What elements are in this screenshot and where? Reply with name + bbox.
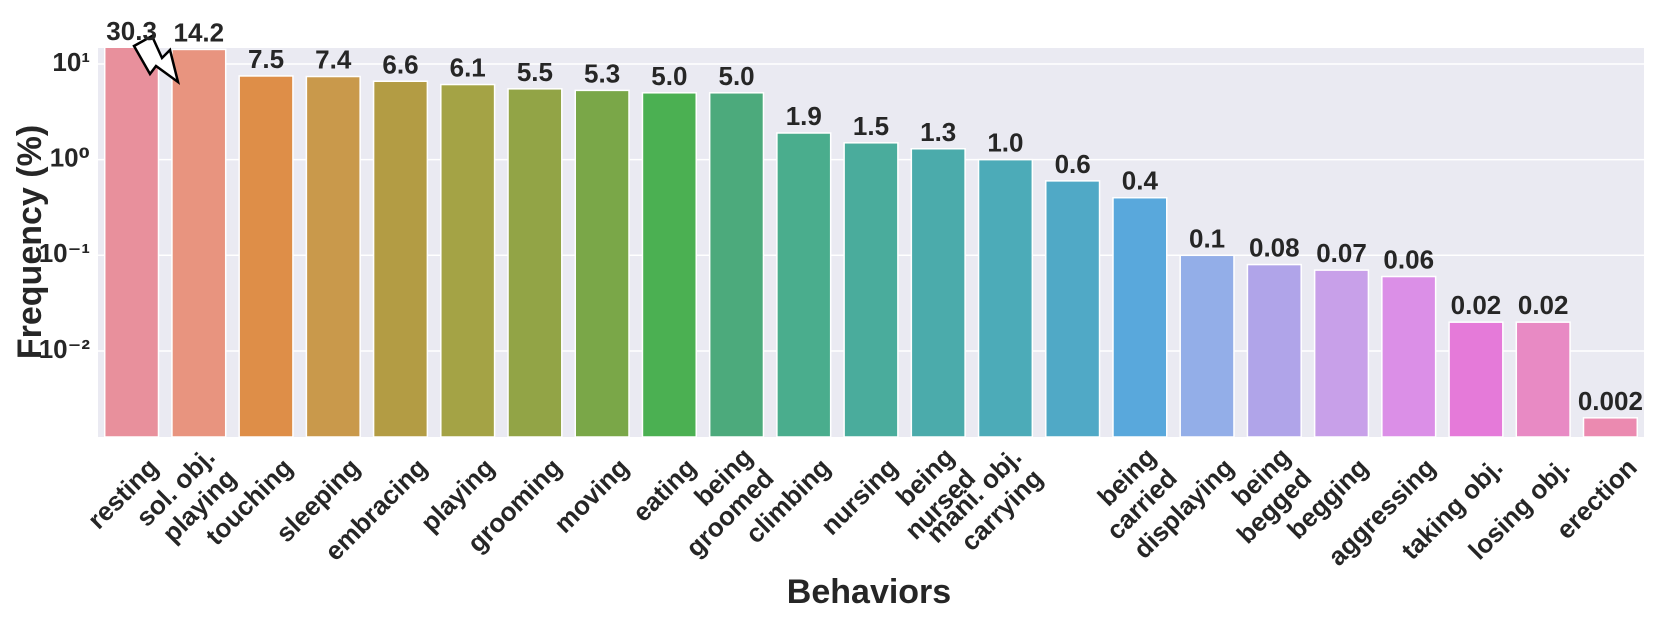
value-label: 6.1 <box>450 53 486 83</box>
bar <box>1246 263 1302 437</box>
value-label: 5.3 <box>584 58 620 88</box>
value-label: 5.0 <box>718 61 754 91</box>
bar <box>440 83 496 437</box>
y-tick-label: 10¹ <box>52 47 90 77</box>
break-icon <box>132 34 181 86</box>
y-tick-label: 10⁻² <box>39 334 91 364</box>
bar <box>1448 321 1504 437</box>
bar <box>910 148 966 437</box>
value-label: 0.07 <box>1316 238 1367 268</box>
y-tick-label: 10⁻¹ <box>39 238 90 268</box>
value-label: 0.08 <box>1249 233 1300 263</box>
bar <box>305 75 361 437</box>
bar <box>574 89 630 437</box>
value-label: 1.9 <box>786 101 822 131</box>
value-label: 1.0 <box>987 128 1023 158</box>
value-label: 0.02 <box>1518 290 1569 320</box>
bar <box>977 158 1034 437</box>
value-label: 30.3 <box>106 16 157 46</box>
value-label: 5.0 <box>651 61 687 91</box>
bar <box>507 88 563 437</box>
bar <box>103 48 160 437</box>
bar <box>1515 321 1571 437</box>
value-label: 1.5 <box>853 111 889 141</box>
value-label: 1.3 <box>920 117 956 147</box>
value-label: 0.6 <box>1055 149 1091 179</box>
bar <box>238 75 294 437</box>
bar <box>1112 196 1168 437</box>
value-label: 0.002 <box>1578 386 1643 416</box>
bar <box>776 132 832 437</box>
x-tick-label: moving <box>548 452 635 539</box>
y-axis-label: Frequency (%) <box>11 125 49 359</box>
bar <box>708 92 765 437</box>
value-label: 7.4 <box>315 45 352 75</box>
value-label: 14.2 <box>174 17 225 47</box>
x-axis-label: Behaviors <box>787 573 951 611</box>
bar <box>1179 254 1235 437</box>
bar <box>1582 417 1639 437</box>
bar <box>372 80 429 437</box>
bar <box>1381 275 1437 437</box>
value-label: 7.5 <box>248 44 284 74</box>
bar <box>171 48 227 437</box>
bar <box>1313 269 1370 437</box>
value-label: 0.4 <box>1122 166 1159 196</box>
bar <box>641 92 697 437</box>
y-tick-label: 10⁰ <box>50 143 90 173</box>
value-label: 5.5 <box>517 57 553 87</box>
bar <box>843 142 899 437</box>
value-label: 0.1 <box>1189 223 1225 253</box>
bar <box>1045 180 1101 437</box>
value-label: 0.02 <box>1451 290 1502 320</box>
value-label: 6.6 <box>382 49 418 79</box>
value-label: 0.06 <box>1383 245 1434 275</box>
